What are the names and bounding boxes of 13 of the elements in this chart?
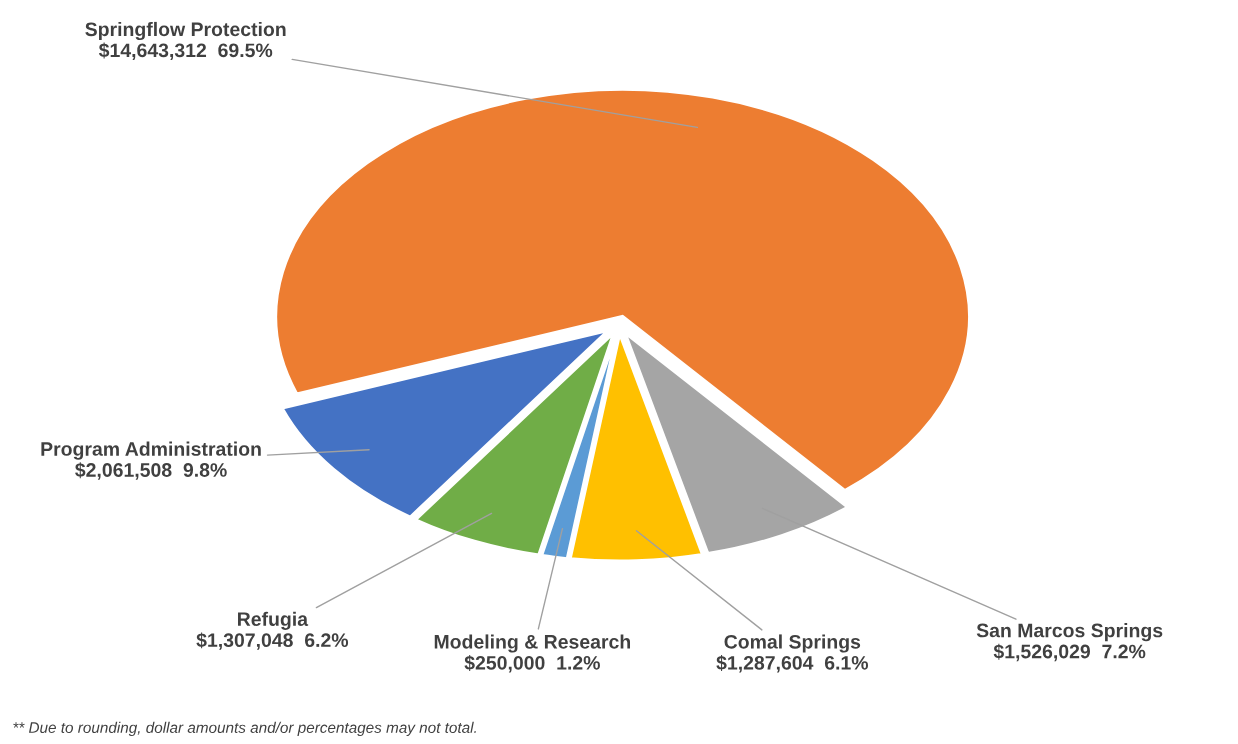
text: ** Due to rounding, dollar amounts and/or percentages may not total. [13,721,476,737]
data-label: $14,643,312 69.5% [98,42,273,61]
data-label: $1,526,029 7.2% [993,643,1146,662]
data-label: $1,287,604 6.1% [716,655,869,673]
data-label: $250,000 1.2% [464,655,600,673]
slice-label: San Marcos Springs [976,623,1163,642]
data-label: $2,061,508 9.8% [75,462,227,480]
slice-label: Springflow Protection [85,21,286,41]
data-label: $1,307,048 6.2% [196,632,349,650]
slice-label: Refugia [238,611,309,630]
slice-label: Program Administration [41,441,261,460]
slice-label: Comal Springs [724,634,861,653]
slice-label: Modeling & Research [434,634,631,653]
